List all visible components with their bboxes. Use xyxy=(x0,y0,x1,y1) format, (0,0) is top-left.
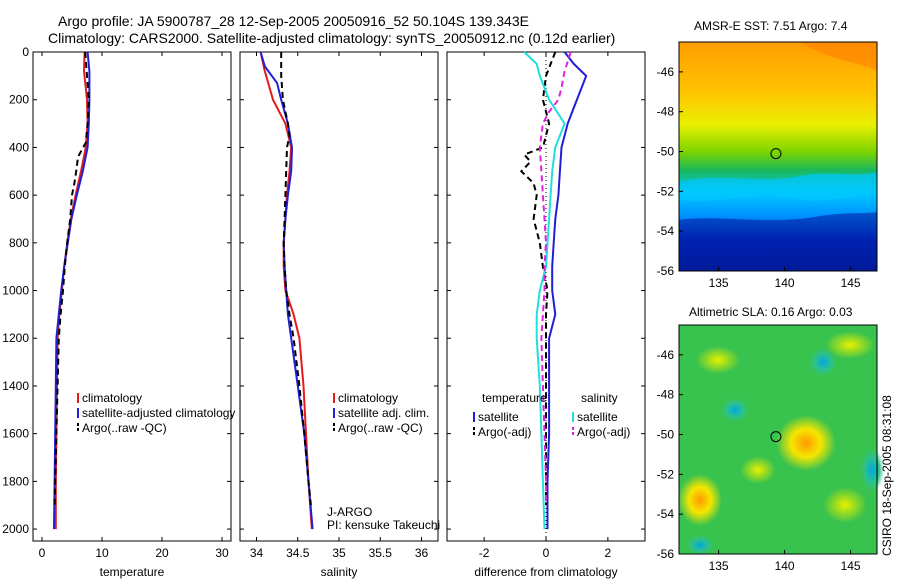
sst-warm-patch xyxy=(800,42,877,70)
map-y-tick-label: -50 xyxy=(657,428,675,442)
sst-cold-water xyxy=(679,212,877,271)
y-tick-label: 1600 xyxy=(2,427,29,441)
legend-entry: climatology xyxy=(82,391,142,405)
y-tick-label: 800 xyxy=(9,236,29,250)
map-y-tick-label: -54 xyxy=(657,224,675,238)
x-tick-label: 2 xyxy=(605,546,612,560)
figure-title-line-1: Argo profile: JA 5900787_28 12-Sep-2005 … xyxy=(58,13,529,29)
map-y-tick-label: -56 xyxy=(657,547,675,561)
sla-high-3 xyxy=(776,415,836,471)
map-y-tick-label: -46 xyxy=(657,65,675,79)
x-tick-label: 35 xyxy=(332,546,346,560)
legend-entry: satellite xyxy=(478,410,519,424)
difference-series-line-3 xyxy=(538,51,572,506)
x-tick-label: 10 xyxy=(95,546,109,560)
legend-entry: Argo(..raw -QC) xyxy=(82,421,167,435)
pi-annotation: J-ARGO xyxy=(327,505,372,519)
x-tick-label: 0 xyxy=(39,546,46,560)
x-tick-label: 0 xyxy=(543,546,550,560)
map-y-tick-label: -52 xyxy=(657,184,675,198)
difference-panel: -2 0 2 difference from climatology temperatu… xyxy=(446,51,646,579)
y-tick-label: 1000 xyxy=(2,284,29,298)
x-tick-label: 20 xyxy=(155,546,169,560)
map-y-tick-label: -56 xyxy=(657,264,675,278)
pi-annotation: PI: kensuke Takeuchi xyxy=(327,518,440,532)
difference-series-line-2 xyxy=(523,51,566,530)
sst-map-frame xyxy=(678,41,878,272)
csiro-timestamp: CSIRO 18-Sep-2005 08:31:08 xyxy=(880,395,894,556)
legend-entry: Argo(-adj) xyxy=(478,425,531,439)
salinity-panel: 34 34.5 35 35.5 36 salinity climatologysatelli… xyxy=(239,51,440,579)
temperature-series-line-2 xyxy=(53,51,90,506)
legend-entry: Argo(..raw -QC) xyxy=(338,421,423,435)
sla-low-4 xyxy=(686,535,714,555)
temperature-x-axis-label: temperature xyxy=(100,565,165,579)
legend-entry: satellite xyxy=(577,410,618,424)
map-x-tick-label: 135 xyxy=(709,276,729,290)
sla-map-frame xyxy=(678,324,878,555)
sla-low-1 xyxy=(809,348,837,376)
map-y-tick-label: -48 xyxy=(657,105,675,119)
map-x-tick-label: 140 xyxy=(775,276,795,290)
y-tick-label: 1800 xyxy=(2,474,29,488)
x-tick-label: 30 xyxy=(215,546,229,560)
map-x-tick-label: 135 xyxy=(709,559,729,573)
map-y-tick-label: -46 xyxy=(657,348,675,362)
y-tick-label: 0 xyxy=(22,45,29,59)
map-y-tick-label: -54 xyxy=(657,507,675,521)
sla-low-2 xyxy=(860,448,884,492)
sla-high-2 xyxy=(825,331,875,359)
y-tick-label: 2000 xyxy=(2,522,29,536)
x-tick-label: -2 xyxy=(479,546,490,560)
legend-group-header: temperature xyxy=(482,391,547,405)
x-tick-label: 35.5 xyxy=(369,546,393,560)
sla-low-3 xyxy=(721,398,749,422)
salinity-series-line-1 xyxy=(259,51,314,530)
difference-series-line-0 xyxy=(546,51,588,530)
sst-front-cyan xyxy=(679,172,877,201)
argo-location-marker xyxy=(770,148,782,160)
sla-high-4 xyxy=(678,474,722,526)
legend-entry: satellite-adjusted climatology xyxy=(82,406,235,420)
map-x-tick-label: 140 xyxy=(775,559,795,573)
legend-entry: Argo(-adj) xyxy=(577,425,630,439)
map-y-tick-label: -52 xyxy=(657,467,675,481)
y-tick-label: 1200 xyxy=(2,331,29,345)
sla-high-5 xyxy=(740,456,776,484)
temperature-plot-frame xyxy=(32,51,232,542)
temperature-panel: 0 200 400 600 800 1000 1200 1400 1600 1800 2000 0 10… xyxy=(2,45,235,579)
sla-map-title: Altimetric SLA: 0.16 Argo: 0.03 xyxy=(689,305,853,319)
legend-entry: satellite adj. clim. xyxy=(338,406,429,420)
argo-location-marker xyxy=(770,431,782,443)
x-tick-label: 36 xyxy=(415,546,429,560)
y-tick-label: 1400 xyxy=(2,379,29,393)
salinity-plot-frame xyxy=(239,51,439,542)
x-tick-label: 34 xyxy=(250,546,264,560)
salinity-x-axis-label: salinity xyxy=(321,565,358,579)
map-x-tick-label: 145 xyxy=(841,559,861,573)
difference-x-axis-label: difference from climatology xyxy=(474,565,617,579)
legend-group-header: salinity xyxy=(581,391,618,405)
sst-map-title: AMSR-E SST: 7.51 Argo: 7.4 xyxy=(694,19,848,33)
sst-map-panel: AMSR-E SST: 7.51 Argo: 7.4 135 140 145 -46 -… xyxy=(657,19,878,290)
difference-series-line-1 xyxy=(519,51,557,506)
legend-entry: climatology xyxy=(338,391,398,405)
sla-map-panel: Altimetric SLA: 0.16 Argo: 0.03 135 140 14… xyxy=(657,305,894,573)
map-y-tick-label: -50 xyxy=(657,145,675,159)
salinity-series-line-2 xyxy=(280,52,312,506)
map-y-tick-label: -48 xyxy=(657,388,675,402)
figure-title-line-2: Climatology: CARS2000. Satellite-adjuste… xyxy=(48,30,615,46)
map-x-tick-label: 145 xyxy=(841,276,861,290)
sla-high-1 xyxy=(696,346,740,374)
y-tick-label: 600 xyxy=(9,188,29,202)
y-tick-label: 400 xyxy=(9,140,29,154)
sla-high-6 xyxy=(823,487,867,523)
x-tick-label: 34.5 xyxy=(286,546,310,560)
y-tick-label: 200 xyxy=(9,93,29,107)
